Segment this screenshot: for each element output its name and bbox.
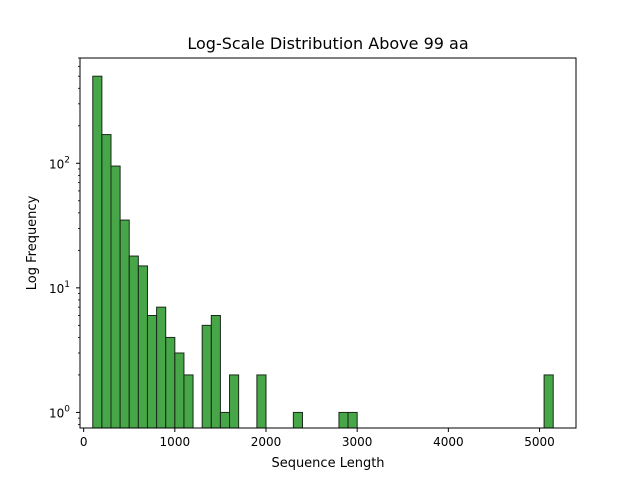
chart-title: Log-Scale Distribution Above 99 aa [187,34,468,53]
x-tick-label: 4000 [433,435,464,449]
histogram-bar [137,265,148,429]
x-tick-label: 0 [80,435,88,449]
histogram-bar [92,75,103,429]
histogram-bar [201,324,212,429]
y-tick-label: 100 [49,404,70,420]
histogram-bar [347,411,358,429]
bars-group [92,75,554,429]
histogram-bar [256,374,267,429]
histogram-bar [183,374,194,429]
x-tick-label: 1000 [160,435,191,449]
y-axis-ticks: 100 101 102 [49,57,80,425]
histogram-bar [229,374,240,429]
x-tick-label: 3000 [342,435,373,449]
histogram-bar [110,165,121,429]
histogram-bar [165,336,176,429]
histogram-bar [146,314,158,429]
histogram-bar [543,374,554,429]
histogram-bar [292,411,303,429]
histogram-bar [119,219,130,429]
x-tick-label: 2000 [251,435,282,449]
histogram-bar [210,314,221,429]
y-tick-label: 102 [49,155,70,171]
histogram-bar [156,306,167,429]
histogram-bar [128,255,139,429]
histogram-bar [101,134,112,429]
x-axis-ticks: 0 1000 2000 3000 4000 5000 [80,428,555,449]
y-axis-label: Log Frequency [25,195,40,290]
histogram-bar [219,411,231,429]
histogram-bar [174,352,185,429]
plot-frame [79,57,577,429]
histogram-bar [338,411,349,429]
x-axis-label: Sequence Length [271,456,384,471]
y-tick-label: 101 [49,280,70,296]
x-tick-label: 5000 [524,435,555,449]
